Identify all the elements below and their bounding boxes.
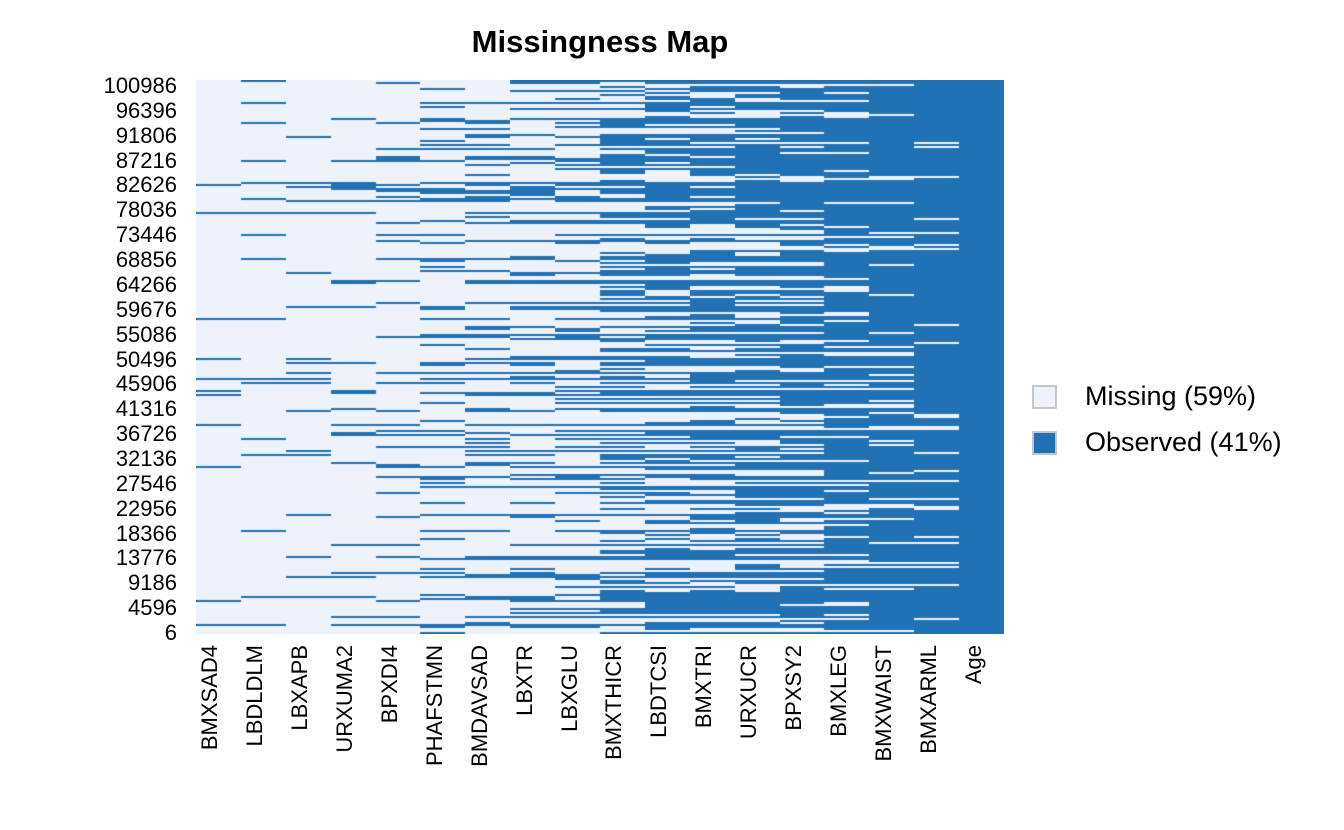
y-tick-label: 18366 <box>115 520 177 546</box>
chart-title: Missingness Map <box>471 24 729 59</box>
legend-item-observed: Observed (41%) <box>1032 427 1282 458</box>
x-tick-label: BMXTRI <box>691 645 717 729</box>
x-tick-label: BMXTHICR <box>601 645 627 760</box>
y-tick-label: 100986 <box>103 73 177 98</box>
y-tick-label: 6 <box>164 620 177 645</box>
y-tick-label: 13776 <box>115 545 177 571</box>
y-tick-label: 45906 <box>115 371 177 397</box>
x-tick-label: Age <box>960 645 986 685</box>
y-tick-label: 91806 <box>115 122 177 148</box>
y-tick-label: 50496 <box>115 346 177 372</box>
x-tick-label: URXUCR <box>736 645 762 740</box>
y-tick-label: 32136 <box>115 445 177 471</box>
x-tick-label: LBXTR <box>511 645 537 716</box>
y-tick-label: 41316 <box>115 396 177 422</box>
x-tick-label: BMXLEG <box>825 645 851 737</box>
y-tick-label: 68856 <box>115 247 177 273</box>
x-tick-label: LBDTCSI <box>646 645 672 738</box>
x-tick-label: PHAFSTMN <box>421 645 447 766</box>
legend-label-observed: Observed (41%) <box>1085 427 1282 457</box>
y-tick-label: 36726 <box>115 421 177 447</box>
y-tick-label: 22956 <box>115 495 177 521</box>
y-tick-label: 55086 <box>115 321 177 347</box>
legend-item-missing: Missing (59%) <box>1032 381 1282 412</box>
x-tick-label: BMXSAD4 <box>197 645 223 751</box>
y-tick-label: 27546 <box>115 470 177 496</box>
y-tick-label: 78036 <box>115 197 177 223</box>
x-tick-label: URXUMA2 <box>332 645 358 753</box>
x-tick-label: BMXARML <box>915 645 941 754</box>
x-tick-label: BPXDI4 <box>377 645 402 724</box>
legend-swatch-observed <box>1032 430 1057 455</box>
x-tick-label: BMDAVSAD <box>466 645 492 767</box>
y-tick-label: 64266 <box>115 271 177 297</box>
y-tick-label: 73446 <box>115 222 177 248</box>
y-tick-label: 82626 <box>115 172 177 198</box>
x-tick-label: BMXWAIST <box>870 645 896 762</box>
x-tick-label: LBDLDLM <box>242 645 268 747</box>
legend: Missing (59%) Observed (41%) <box>1032 381 1282 473</box>
y-tick-label: 96396 <box>115 97 177 123</box>
legend-label-missing: Missing (59%) <box>1085 381 1257 411</box>
legend-swatch-missing <box>1032 384 1057 409</box>
x-tick-label: BPXSY2 <box>781 645 806 731</box>
y-tick-label: 9186 <box>128 570 177 596</box>
y-tick-label: 59676 <box>115 296 177 322</box>
y-tick-label: 4596 <box>128 595 177 621</box>
y-tick-label: 87216 <box>115 147 177 173</box>
heatmap-canvas <box>196 80 1004 634</box>
x-tick-label: LBXGLU <box>556 645 582 732</box>
x-tick-label: LBXAPB <box>287 645 313 731</box>
